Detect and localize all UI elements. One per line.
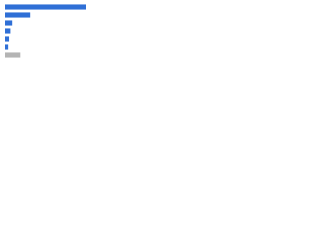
bar <box>5 28 11 34</box>
bar <box>5 44 9 50</box>
bar <box>5 36 10 42</box>
bar <box>5 52 21 58</box>
page: {"chart_data": {"type": "bar", "orientat… <box>0 0 100 71</box>
chart <box>5 4 86 58</box>
bar <box>5 4 86 10</box>
bar <box>5 12 31 18</box>
bar <box>5 20 13 26</box>
